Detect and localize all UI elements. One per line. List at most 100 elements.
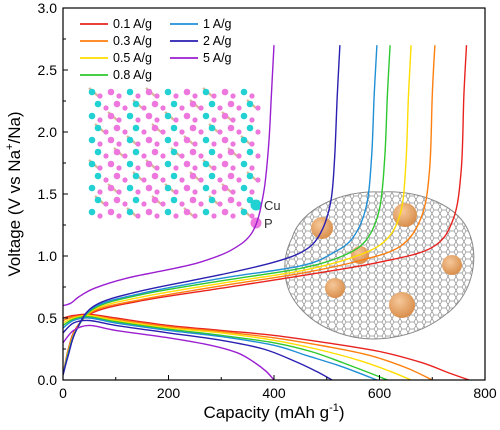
atom xyxy=(107,112,115,120)
atom xyxy=(240,160,248,168)
atom xyxy=(122,177,128,183)
atom xyxy=(227,100,235,108)
atom xyxy=(183,160,191,168)
atom xyxy=(97,117,103,123)
y-axis-label-superscript: + xyxy=(4,144,16,150)
atom xyxy=(103,105,109,111)
atom xyxy=(211,189,217,195)
atom xyxy=(116,141,122,147)
atom xyxy=(249,117,255,123)
atom xyxy=(230,213,236,219)
atom xyxy=(202,184,210,192)
atom xyxy=(249,165,255,171)
atom xyxy=(141,177,147,183)
atom xyxy=(132,100,140,108)
atom xyxy=(116,189,122,195)
atom xyxy=(164,112,172,120)
atom xyxy=(116,213,122,219)
atom xyxy=(230,141,236,147)
atom xyxy=(208,148,216,156)
atom xyxy=(246,148,254,156)
atom xyxy=(198,129,204,135)
atom xyxy=(94,196,102,204)
series-layer xyxy=(63,45,470,380)
atom xyxy=(202,160,210,168)
atom xyxy=(179,129,185,135)
atom xyxy=(135,213,141,219)
atom xyxy=(183,184,191,192)
atom xyxy=(236,201,242,207)
atom xyxy=(208,196,216,204)
atom xyxy=(107,136,115,144)
atom xyxy=(113,100,121,108)
atom xyxy=(145,208,153,216)
atom xyxy=(221,208,229,216)
atom xyxy=(217,153,223,159)
atom xyxy=(255,129,261,135)
atom xyxy=(179,177,185,183)
atom xyxy=(189,172,197,180)
atom xyxy=(151,196,159,204)
x-tick-label: 800 xyxy=(473,385,497,401)
atom xyxy=(249,213,255,219)
atom xyxy=(164,184,172,192)
atom xyxy=(192,189,198,195)
atom xyxy=(116,93,122,99)
atom xyxy=(160,177,166,183)
atom xyxy=(151,100,159,108)
atom xyxy=(173,213,179,219)
atom xyxy=(103,201,109,207)
atom xyxy=(208,172,216,180)
y-axis-label: Voltage (V vs Na+/Na) xyxy=(4,111,24,276)
atom xyxy=(97,141,103,147)
atom xyxy=(230,165,236,171)
atom xyxy=(249,93,255,99)
atom xyxy=(183,88,191,96)
atom xyxy=(113,172,121,180)
atom xyxy=(221,160,229,168)
atom xyxy=(208,124,216,132)
particle xyxy=(311,217,333,239)
atom xyxy=(141,153,147,159)
atom xyxy=(255,105,261,111)
atom xyxy=(221,184,229,192)
atom xyxy=(240,88,248,96)
atom xyxy=(103,153,109,159)
atom xyxy=(173,93,179,99)
x-tick-label: 400 xyxy=(262,385,286,401)
atom xyxy=(173,141,179,147)
atom xyxy=(192,213,198,219)
atom xyxy=(217,129,223,135)
x-axis-label: Capacity (mAh g-1) xyxy=(203,402,344,422)
atom xyxy=(246,172,254,180)
legend-label: 1 A/g xyxy=(203,17,232,31)
atom xyxy=(88,160,96,168)
atom xyxy=(88,208,96,216)
atom xyxy=(211,165,217,171)
atom xyxy=(221,88,229,96)
atom xyxy=(164,160,172,168)
particle xyxy=(442,255,462,275)
atom xyxy=(202,112,210,120)
atom xyxy=(179,153,185,159)
atom xyxy=(126,136,134,144)
atom xyxy=(202,208,210,216)
x-tick-label: 600 xyxy=(368,385,392,401)
atom xyxy=(179,105,185,111)
atom xyxy=(170,196,178,204)
atom xyxy=(107,184,115,192)
atom xyxy=(154,93,160,99)
y-tick-label: 1.0 xyxy=(38,248,58,264)
atom xyxy=(208,100,216,108)
atom xyxy=(221,112,229,120)
atom xyxy=(246,124,254,132)
atom xyxy=(103,177,109,183)
atom xyxy=(122,105,128,111)
charge-curve xyxy=(63,45,275,307)
atom xyxy=(135,189,141,195)
legend-label: 0.8 A/g xyxy=(113,68,152,82)
atom xyxy=(230,189,236,195)
atom xyxy=(170,172,178,180)
atom xyxy=(141,201,147,207)
